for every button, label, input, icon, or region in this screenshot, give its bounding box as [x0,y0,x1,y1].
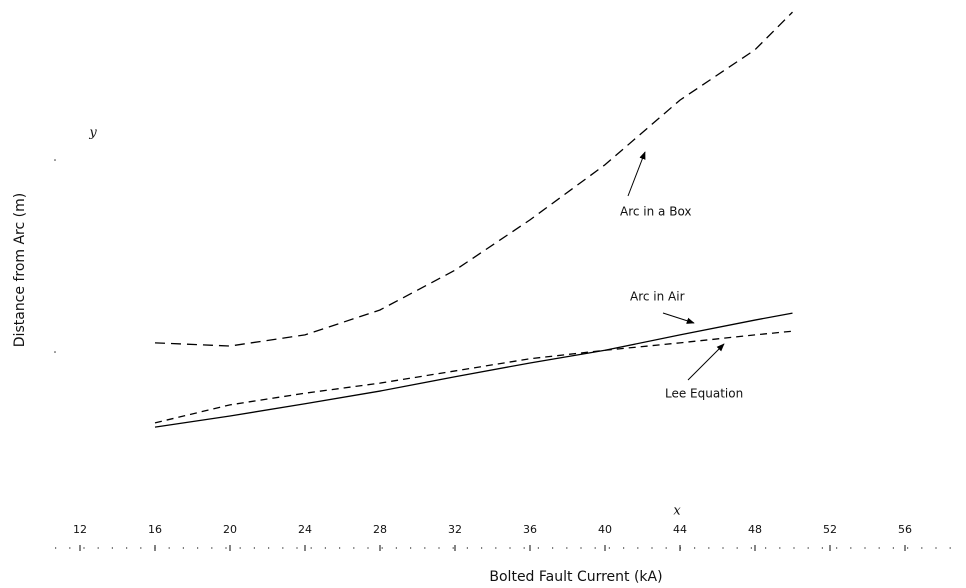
x-tick-label: 48 [748,523,762,536]
x-tick-label: 20 [223,523,237,536]
series-label: Lee Equation [665,387,743,401]
annotation-arrow [627,151,646,197]
axis-dot [54,351,56,353]
x-axis-label: Bolted Fault Current (kA) [489,569,662,585]
y-axis-letter: y [88,126,97,141]
series-line [154,312,793,428]
series-label: Arc in a Box [620,205,692,219]
x-axis-letter: x [673,504,681,519]
y-axis-label: Distance from Arc (m) [12,193,28,347]
axis-dot [54,159,56,161]
x-tick-label: 56 [898,523,912,536]
x-tick-label: 52 [823,523,837,536]
x-tick-label: 28 [373,523,387,536]
x-tick-label: 40 [598,523,612,536]
series-label: Arc in Air [630,290,685,304]
x-tick-label: 32 [448,523,462,536]
x-tick-label: 16 [148,523,162,536]
x-tick-label: 44 [673,523,687,536]
x-tick-label: 36 [523,523,537,536]
annotation-arrow [662,312,695,324]
series-line [154,11,793,347]
series-line [154,330,793,424]
x-tick-label: 24 [298,523,312,536]
x-tick-label: 12 [73,523,87,536]
annotation-arrow [687,343,725,381]
